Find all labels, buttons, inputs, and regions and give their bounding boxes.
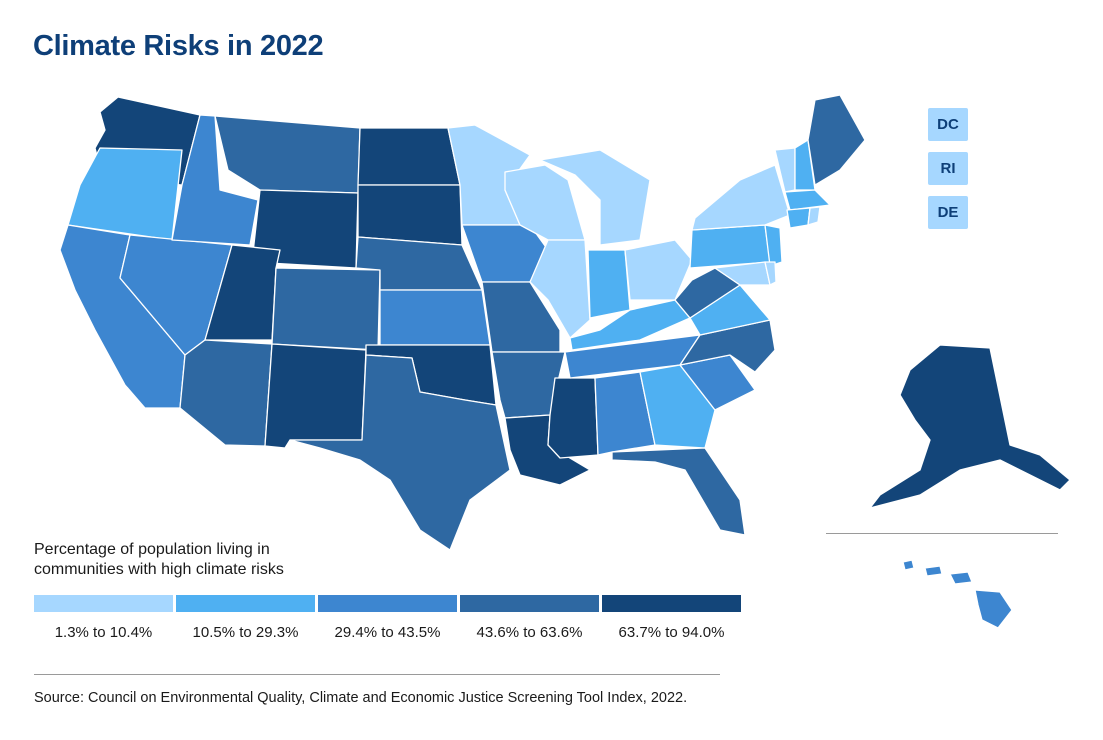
state-nj[interactable] (764, 224, 783, 267)
de-label: DE (937, 204, 959, 221)
state-co[interactable] (271, 267, 381, 351)
state-ms[interactable] (547, 377, 599, 459)
legend-label-3: 29.4% to 43.5% (334, 624, 441, 641)
state-sd[interactable] (357, 184, 463, 246)
state-al[interactable] (594, 371, 656, 456)
state-mt[interactable] (214, 115, 361, 194)
map-title: Climate Risks in 2022 (33, 30, 324, 62)
state-mo[interactable] (481, 281, 561, 353)
legend-swatch-4 (460, 595, 599, 612)
state-hi[interactable] (902, 559, 1013, 629)
legend-label-4: 43.6% to 63.6% (476, 624, 583, 641)
source-note: Source: Council on Environmental Quality… (34, 690, 688, 706)
state-nm[interactable] (264, 343, 367, 449)
state-ga[interactable] (639, 364, 716, 449)
state-oh[interactable] (624, 239, 693, 301)
dc-label: DC (937, 116, 959, 133)
state-in[interactable] (587, 249, 631, 319)
ri-label: RI (940, 160, 956, 177)
state-mi[interactable] (539, 149, 651, 246)
state-fl[interactable] (611, 447, 746, 536)
legend-swatch-2 (176, 595, 315, 612)
ri-box[interactable]: RI (928, 152, 968, 185)
state-ct[interactable] (786, 207, 811, 229)
state-id[interactable] (171, 114, 259, 246)
footer-divider (34, 674, 720, 675)
legend-swatch-5 (602, 595, 741, 612)
legend-labels: 1.3% to 10.4% 10.5% to 29.3% 29.4% to 43… (34, 624, 741, 641)
inset-divider (826, 533, 1058, 534)
legend-swatch-3 (318, 595, 457, 612)
state-ak[interactable] (869, 344, 1071, 509)
legend-label-2: 10.5% to 29.3% (192, 624, 299, 641)
legend-title: Percentage of population living in commu… (34, 541, 284, 578)
state-or[interactable] (67, 147, 183, 241)
legend-label-1: 1.3% to 10.4% (54, 624, 153, 641)
state-ma[interactable] (784, 189, 831, 211)
state-me[interactable] (807, 94, 866, 186)
legend-label-5: 63.7% to 94.0% (618, 624, 725, 641)
state-nd[interactable] (357, 127, 461, 186)
legend-swatch-1 (34, 595, 173, 612)
state-ri[interactable] (807, 206, 821, 226)
de-box[interactable]: DE (928, 196, 968, 229)
state-tx[interactable] (289, 354, 511, 551)
state-de[interactable] (764, 261, 777, 286)
dc-box[interactable]: DC (928, 108, 968, 141)
state-ks[interactable] (379, 289, 491, 346)
legend-bar (34, 595, 741, 612)
state-pa[interactable] (689, 224, 771, 269)
state-ny[interactable] (691, 164, 791, 231)
state-az[interactable] (179, 339, 273, 447)
